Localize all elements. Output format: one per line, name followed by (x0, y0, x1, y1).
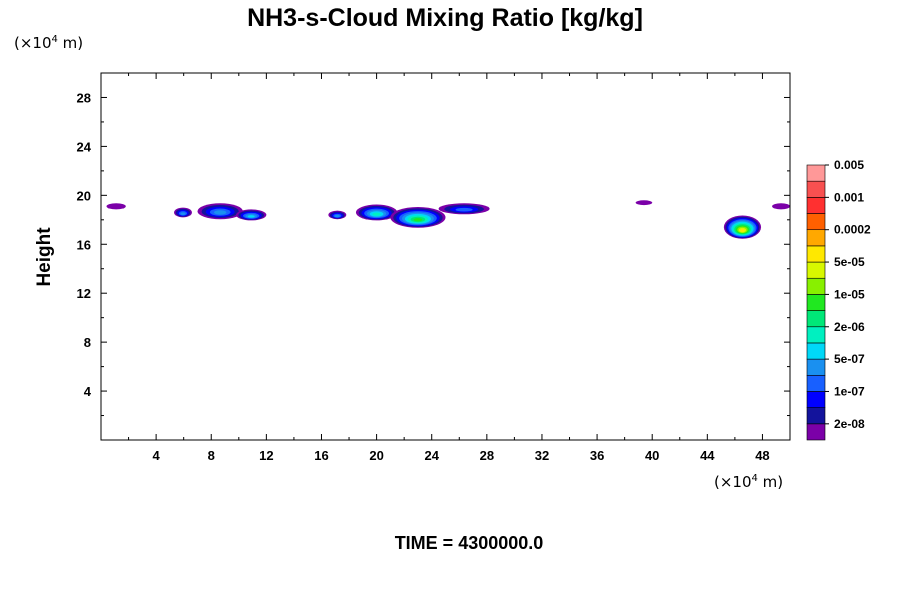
x-unit-label: (×104 m) (714, 473, 783, 491)
cloud-blob-level (334, 214, 340, 218)
cloud-blob-level (106, 203, 126, 210)
colorbar-swatch (806, 213, 826, 231)
x-tick-label: 8 (208, 448, 215, 463)
x-tick-label: 48 (755, 448, 769, 463)
colorbar-label: 0.0002 (834, 223, 871, 237)
y-unit-label: (×104 m) (14, 34, 83, 52)
colorbar-swatch (806, 374, 826, 392)
colorbar-swatch (806, 164, 826, 182)
x-tick-label: 24 (424, 448, 439, 463)
y-tick-label: 12 (77, 286, 91, 301)
cloud-blob-level (772, 203, 790, 210)
y-tick-label: 16 (77, 237, 91, 252)
cloud-blob-level (740, 229, 745, 232)
colorbar-swatch (806, 277, 826, 295)
colorbar-label: 2e-06 (834, 320, 865, 334)
y-tick-label: 8 (84, 335, 91, 350)
colorbar-swatch (806, 261, 826, 279)
x-tick-label: 32 (535, 448, 549, 463)
y-tick-label: 4 (84, 384, 92, 399)
colorbar-swatch (806, 423, 826, 441)
x-tick-label: 36 (590, 448, 604, 463)
x-tick-label: 40 (645, 448, 659, 463)
colorbar-label: 1e-07 (834, 384, 865, 398)
colorbar-swatch (806, 229, 826, 247)
colorbar-swatch (806, 294, 826, 311)
cloud-blob-level (372, 212, 381, 216)
x-tick-label: 12 (259, 448, 273, 463)
colorbar-swatch (806, 342, 826, 360)
colorbar-swatch (806, 358, 826, 376)
colorbar-label: 0.005 (834, 158, 864, 172)
cloud-blob-level (213, 210, 227, 215)
y-tick-label: 24 (77, 139, 92, 154)
x-tick-label: 20 (369, 448, 383, 463)
colorbar-swatch (806, 310, 826, 328)
y-axis-label: Height (34, 227, 55, 287)
x-unit-prefix: (×10 (714, 473, 752, 491)
y-unit-exponent: 4 (52, 34, 58, 45)
x-unit-suffix: m) (758, 473, 783, 491)
cloud-blob-level (180, 212, 186, 215)
colorbar: 2e-08 1e-07 5e-07 2e-06 1e-05 5e-05 0.0002 0.00… (806, 158, 871, 441)
x-tick-label: 4 (153, 448, 161, 463)
plot-frame (100, 72, 791, 441)
colorbar-label: 0.001 (834, 190, 864, 204)
colorbar-swatch (806, 180, 826, 198)
colorbar-label: 5e-07 (834, 352, 865, 366)
cloud-blob-level (413, 218, 423, 222)
cloud-field (106, 200, 790, 239)
x-unit-exponent: 4 (752, 473, 758, 484)
colorbar-swatch (806, 245, 826, 263)
colorbar-label: 2e-08 (834, 417, 865, 431)
x-tick-label: 28 (480, 448, 494, 463)
y-tick-label: 28 (77, 90, 91, 105)
y-unit-suffix: m) (58, 34, 83, 52)
colorbar-swatch (806, 197, 826, 214)
x-tick-label: 44 (700, 448, 715, 463)
colorbar-swatch (806, 407, 826, 425)
y-unit-prefix: (×10 (14, 34, 52, 52)
colorbar-label: 1e-05 (834, 287, 865, 301)
cloud-blob-level (455, 207, 473, 212)
x-tick-label: 16 (314, 448, 328, 463)
cloud-blob-level (635, 200, 653, 206)
time-label: TIME = 4300000.0 (395, 533, 544, 553)
colorbar-swatch (806, 326, 826, 344)
colorbar-swatch (806, 391, 826, 408)
chart-title: NH3-s-Cloud Mixing Ratio [kg/kg] (247, 4, 643, 32)
colorbar-label: 5e-05 (834, 255, 865, 269)
y-tick-label: 20 (77, 188, 91, 203)
cloud-blob-level (247, 215, 255, 218)
